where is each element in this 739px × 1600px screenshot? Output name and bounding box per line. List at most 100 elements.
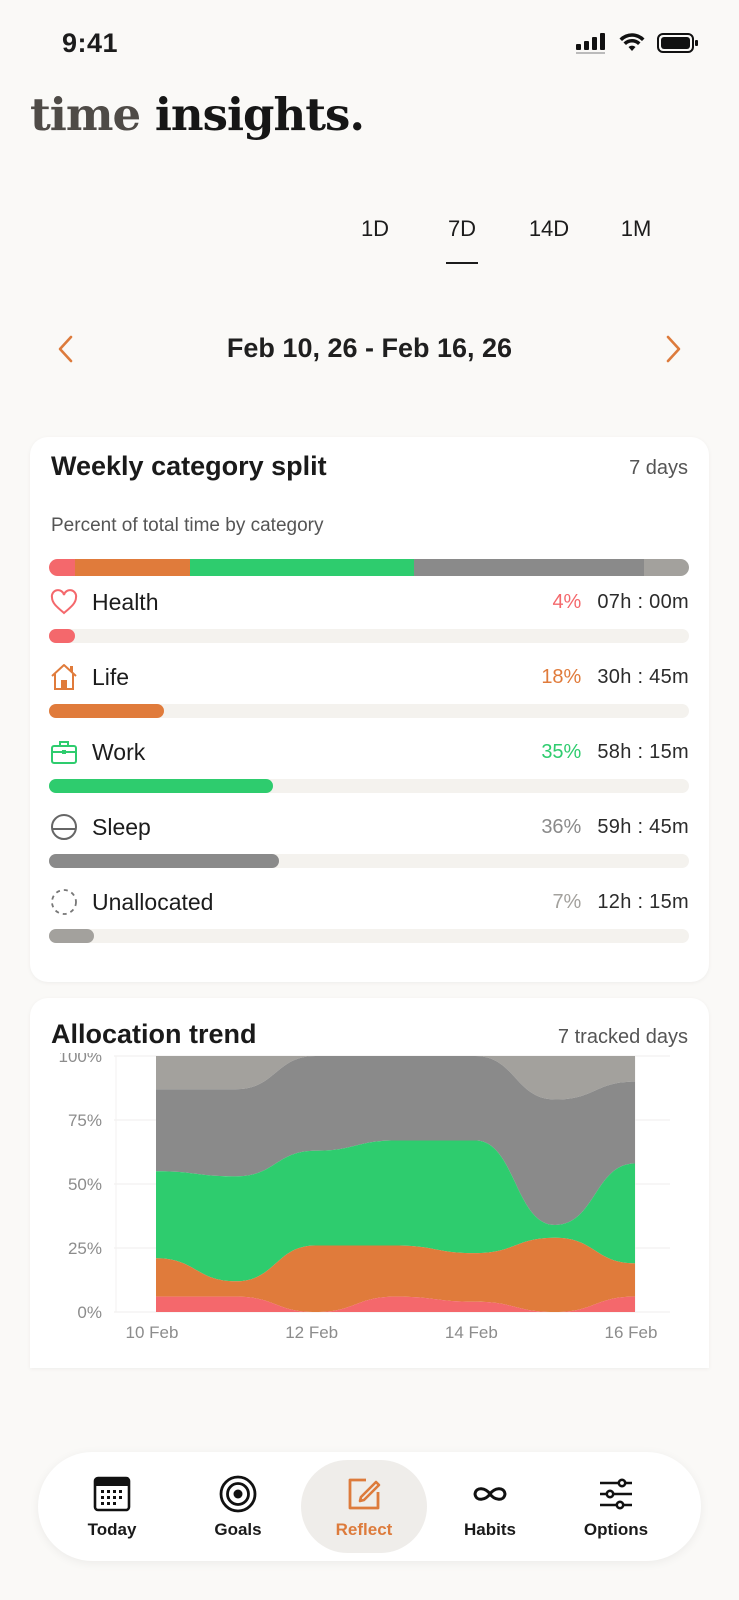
date-navigator: Feb 10, 26 - Feb 16, 26 [0,330,739,370]
trend-card-days: 7 tracked days [557,1026,688,1048]
tab-reflect[interactable]: Reflect [301,1460,427,1553]
status-bar: 9:41 [0,0,739,90]
x-tick-label: 14 Feb [445,1323,498,1342]
tab-1d[interactable]: 1D [360,216,390,241]
calendar-icon [93,1476,131,1512]
trend-card-title: Allocation trend [51,1019,257,1049]
heart-icon [50,589,78,615]
tab-options[interactable]: Options [553,1460,679,1553]
x-tick-label: 10 Feb [126,1323,179,1342]
bottom-tab-bar: Today Goals Reflect Habits Options [38,1452,701,1561]
house-icon [51,664,77,690]
category-name: Unallocated [92,889,214,915]
y-tick-label: 0% [77,1303,102,1322]
signal-icon [576,33,605,54]
range-tabs: 1D 7D 14D 1M [340,216,700,266]
edit-icon [348,1478,381,1510]
split-segment-health [49,559,75,576]
area-series-life [156,1237,635,1312]
category-percent: 36% [541,816,582,838]
split-card-days: 7 days [629,457,688,479]
allocation-trend-chart: 0% 25% 50% 75% 100% 10 Feb 12 Feb 14 Feb 16 Feb [59,1053,670,1342]
category-stats: 36% 59h : 45m [541,816,689,839]
tab-today[interactable]: Today [49,1460,175,1553]
split-segment-sleep [413,559,645,576]
category-duration: 58h : 15m [597,741,689,763]
tab-label: Reflect [335,1520,393,1539]
y-tick-label: 100% [59,1053,102,1066]
tab-habits[interactable]: Habits [427,1460,553,1553]
y-tick-label: 25% [68,1239,102,1258]
tab-label: Goals [214,1520,262,1539]
tab-label: Today [87,1520,137,1539]
category-split-card: Weekly category split 7 days Percent of … [30,437,709,982]
tab-label: Options [583,1520,649,1539]
category-progress-track [49,629,689,643]
category-percent: 18% [541,666,582,688]
category-progress-track [49,704,689,718]
category-name: Work [92,739,146,765]
split-segment-work [189,559,414,576]
date-range-label: Feb 10, 26 - Feb 16, 26 [226,333,513,363]
tab-goals[interactable]: Goals [175,1460,301,1553]
category-row-work[interactable]: Work 35% 58h : 15m [49,737,689,809]
moon-circle-icon [51,814,77,840]
category-duration: 30h : 45m [597,666,689,688]
tab-14d[interactable]: 14D [528,216,570,241]
battery-icon [657,33,698,53]
split-card-subtitle: Percent of total time by category [51,515,324,536]
category-duration: 07h : 00m [597,591,689,613]
dashed-circle-icon [51,889,77,915]
infinity-icon [473,1487,507,1501]
category-name: Life [92,664,130,690]
y-tick-label: 75% [68,1111,102,1130]
category-stats: 7% 12h : 15m [552,891,689,914]
chevron-left-icon[interactable] [52,334,82,364]
category-progress-fill [49,779,273,793]
split-card-title: Weekly category split [51,451,327,481]
category-row-unallocated[interactable]: Unallocated 7% 12h : 15m [49,887,689,959]
category-name: Sleep [92,814,151,840]
category-stats: 18% 30h : 45m [541,666,689,689]
category-row-life[interactable]: Life 18% 30h : 45m [49,662,689,734]
x-tick-label: 12 Feb [285,1323,338,1342]
tab-label: Habits [464,1520,516,1539]
category-split-bar [49,559,689,576]
tab-1m[interactable]: 1M [620,216,652,241]
category-name: Health [92,589,159,615]
category-duration: 59h : 45m [597,816,689,838]
category-percent: 35% [541,741,582,763]
wifi-icon [619,33,645,51]
category-progress-fill [49,929,94,943]
category-row-health[interactable]: Health 4% 07h : 00m [49,587,689,659]
category-percent: 4% [552,591,582,613]
area-series-work [156,1140,635,1282]
page-title-light: time [30,88,141,141]
page-title: time insights. [30,88,365,141]
allocation-trend-card: Allocation trend 7 tracked days 0% 25% 50%… [30,998,709,1368]
x-tick-label: 16 Feb [605,1323,658,1342]
category-row-sleep[interactable]: Sleep 36% 59h : 45m [49,812,689,884]
sliders-icon [600,1478,632,1510]
tab-7d[interactable]: 7D [427,216,497,264]
status-time: 9:41 [62,28,119,58]
area-series-health [156,1296,635,1312]
category-duration: 12h : 15m [597,891,689,913]
category-stats: 4% 07h : 00m [552,591,689,614]
status-icons [575,32,699,54]
area-series-unallocated [156,1056,635,1100]
chevron-right-icon[interactable] [657,334,687,364]
area-series-sleep [156,1056,635,1225]
category-progress-track [49,929,689,943]
target-icon [219,1475,257,1513]
y-tick-label: 50% [68,1175,102,1194]
category-percent: 7% [552,891,582,913]
split-segment-life [74,559,190,576]
page-title-dark: insights. [154,88,365,141]
briefcase-icon [51,741,77,764]
split-segment-unallocated [644,559,689,576]
category-progress-fill [49,704,165,718]
category-progress-fill [49,854,280,868]
category-stats: 35% 58h : 15m [541,741,689,764]
category-progress-fill [49,629,75,643]
